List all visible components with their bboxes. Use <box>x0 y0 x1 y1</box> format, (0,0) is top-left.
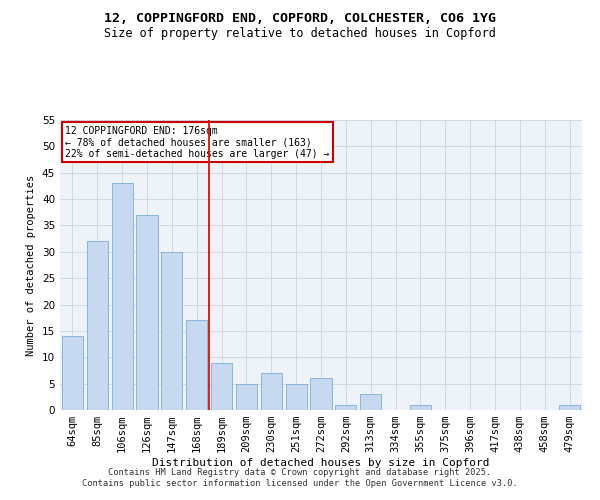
Text: Size of property relative to detached houses in Copford: Size of property relative to detached ho… <box>104 28 496 40</box>
Bar <box>136 215 158 410</box>
Bar <box>261 373 282 410</box>
Bar <box>186 320 207 410</box>
Bar <box>161 252 182 410</box>
Text: 12, COPPINGFORD END, COPFORD, COLCHESTER, CO6 1YG: 12, COPPINGFORD END, COPFORD, COLCHESTER… <box>104 12 496 26</box>
Bar <box>211 362 232 410</box>
Bar <box>410 404 431 410</box>
Bar <box>310 378 332 410</box>
Bar <box>335 404 356 410</box>
Bar <box>286 384 307 410</box>
Bar <box>112 184 133 410</box>
X-axis label: Distribution of detached houses by size in Copford: Distribution of detached houses by size … <box>152 458 490 468</box>
Bar <box>559 404 580 410</box>
Y-axis label: Number of detached properties: Number of detached properties <box>26 174 37 356</box>
Bar <box>62 336 83 410</box>
Bar <box>360 394 381 410</box>
Text: 12 COPPINGFORD END: 176sqm
← 78% of detached houses are smaller (163)
22% of sem: 12 COPPINGFORD END: 176sqm ← 78% of deta… <box>65 126 329 159</box>
Bar <box>236 384 257 410</box>
Bar <box>87 242 108 410</box>
Text: Contains HM Land Registry data © Crown copyright and database right 2025.
Contai: Contains HM Land Registry data © Crown c… <box>82 468 518 487</box>
